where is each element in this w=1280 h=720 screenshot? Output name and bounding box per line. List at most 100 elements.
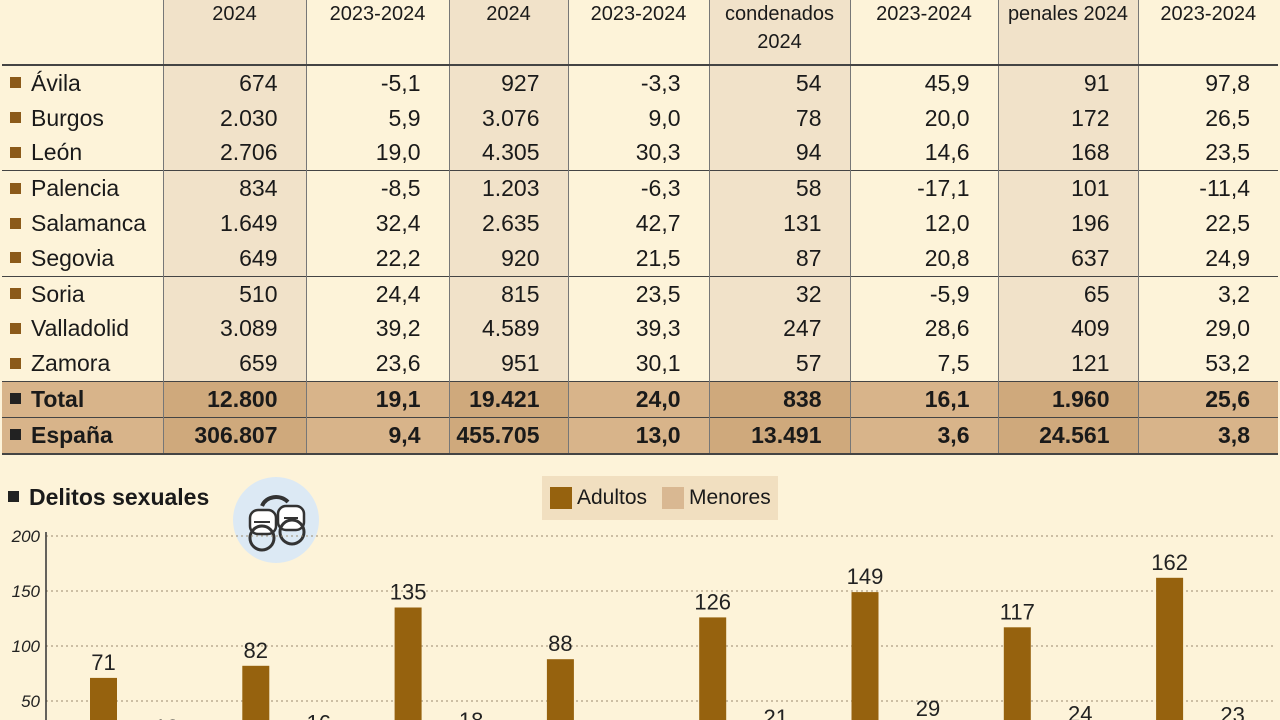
data-label-menores: 23	[1220, 703, 1244, 720]
table-cell: 28,6	[849, 311, 998, 347]
table-header-cell: penales 2024	[997, 0, 1138, 66]
table-row: Soria 510 24,4 815 23,5 32 -5,9 65 3,2	[2, 275, 1278, 312]
table-header-cell: condenados 2024	[708, 0, 850, 66]
data-table-section: 2024 2023-2024 2024 2023-2024 condenados 202…	[2, 0, 1278, 455]
data-label-menores: 16	[307, 710, 331, 720]
data-label-menores: 24	[1068, 702, 1092, 720]
row-label: Valladolid	[2, 312, 163, 347]
table-cell: 2.706	[162, 135, 306, 171]
chart-section: Delitos sexuales Adultos Menores 200 150 1…	[0, 462, 1280, 720]
table-cell: 815	[448, 275, 568, 312]
table-cell: 674	[162, 65, 306, 101]
row-label-text: Burgos	[31, 104, 104, 131]
table-cell: 65	[997, 275, 1138, 312]
table-cell: 39,2	[305, 311, 449, 347]
table-cell: 45,9	[849, 65, 998, 101]
table-cell: 196	[997, 206, 1138, 241]
table-cell: 91	[997, 65, 1138, 101]
row-label: Total	[2, 381, 163, 418]
table-row: Segovia 649 22,2 920 21,5 87 20,8 637 24,9	[2, 240, 1278, 277]
table-cell: 29,0	[1137, 311, 1278, 347]
bullet-square-icon	[10, 112, 21, 124]
table-row: Palencia 834 -8,5 1.203 -6,3 58 -17,1 101 -11,4	[2, 170, 1278, 207]
table-cell: 409	[997, 311, 1138, 347]
table-header-cell: 2024	[162, 0, 306, 66]
legend-label-adultos: Adultos	[577, 486, 648, 509]
bullet-square-icon	[10, 146, 21, 158]
row-label-text: Palencia	[31, 175, 120, 202]
chart-title: Delitos sexuales	[8, 484, 209, 511]
bullet-square-icon	[10, 322, 21, 334]
table-cell: 24,9	[1137, 240, 1278, 277]
table-cell: 1.203	[448, 170, 568, 207]
data-label-menores: 21	[763, 705, 787, 720]
chart-legend: Adultos Menores	[542, 476, 778, 520]
legend-item-adultos: Adultos	[550, 484, 647, 512]
bullet-square-icon	[10, 182, 21, 194]
table-cell: 32	[708, 275, 850, 312]
table-cell: 637	[997, 240, 1138, 277]
table-cell: 3,6	[849, 416, 998, 455]
bar-adultos	[699, 617, 727, 720]
chart-title-text: Delitos sexuales	[29, 484, 210, 510]
table-cell: 26,5	[1137, 100, 1278, 136]
table-cell: 659	[162, 346, 306, 382]
table-row-total: Total 12.800 19,1 19.421 24,0 838 16,1 1.960 25,…	[2, 381, 1278, 418]
row-label: España	[2, 416, 163, 455]
row-label-text: Total	[31, 386, 85, 413]
bullet-square-icon	[10, 357, 21, 369]
table-cell: 24.561	[997, 416, 1138, 455]
table-cell: -11,4	[1137, 170, 1278, 207]
table-cell: 16,1	[849, 381, 998, 418]
row-label-text: Segovia	[31, 244, 115, 271]
table-cell: 649	[162, 240, 306, 277]
table-row: Zamora 659 23,6 951 30,1 57 7,5 121 53,2	[2, 346, 1278, 382]
data-label-adultos: 162	[1151, 550, 1188, 575]
bar-adultos	[851, 592, 879, 720]
table-cell: 53,2	[1137, 346, 1278, 382]
bar-adultos	[90, 677, 117, 720]
table-cell: 172	[997, 100, 1138, 136]
row-label: Ávila	[2, 65, 163, 101]
table-cell: 168	[997, 135, 1138, 171]
row-label-text: Valladolid	[31, 315, 130, 342]
bar-adultos	[1003, 627, 1031, 720]
table-cell: 58	[708, 170, 850, 207]
table-cell: 7,5	[849, 346, 998, 382]
row-label: Zamora	[2, 346, 163, 381]
data-label-menores: 18	[459, 708, 483, 720]
table-cell: 30,1	[567, 346, 709, 382]
table-cell: 306.807	[162, 416, 306, 455]
table-header-row: 2024 2023-2024 2024 2023-2024 condenados 202…	[2, 0, 1278, 66]
row-label: León	[2, 136, 163, 171]
table-header-cell: 2024	[448, 0, 568, 66]
table-cell: 121	[997, 346, 1138, 382]
table-cell: -17,1	[849, 170, 998, 207]
table-cell: -5,1	[305, 65, 449, 101]
bullet-square-icon	[10, 252, 21, 264]
table-row: Burgos 2.030 5,9 3.076 9,0 78 20,0 172 26,5	[2, 100, 1278, 136]
row-label: Soria	[2, 275, 163, 312]
table-cell: 12.800	[162, 381, 306, 418]
table-cell: 838	[708, 381, 850, 418]
row-label: Salamanca	[2, 206, 163, 241]
table-cell: -8,5	[305, 170, 449, 207]
table-cell: 22,5	[1137, 206, 1278, 241]
table-row-espana: España 306.807 9,4 455.705 13,0 13.491 3,6 24.5…	[2, 416, 1278, 455]
table-cell: 39,3	[567, 311, 709, 347]
table-cell: 12,0	[849, 206, 998, 241]
table-cell: 9,4	[305, 416, 449, 455]
data-label-adultos: 126	[694, 589, 731, 614]
table-cell: 19,1	[305, 381, 449, 418]
table-cell: 21,5	[567, 240, 709, 277]
table-cell: 247	[708, 311, 850, 347]
row-label: Segovia	[2, 241, 163, 276]
table-cell: 23,5	[1137, 135, 1278, 171]
table-cell: 920	[448, 240, 568, 277]
row-label-text: Zamora	[31, 350, 111, 377]
table-cell: 3,2	[1137, 275, 1278, 312]
table-cell: 23,5	[567, 275, 709, 312]
bullet-square-icon	[10, 77, 21, 89]
table-cell: 455.705	[448, 416, 568, 455]
table-cell: 20,8	[849, 240, 998, 277]
